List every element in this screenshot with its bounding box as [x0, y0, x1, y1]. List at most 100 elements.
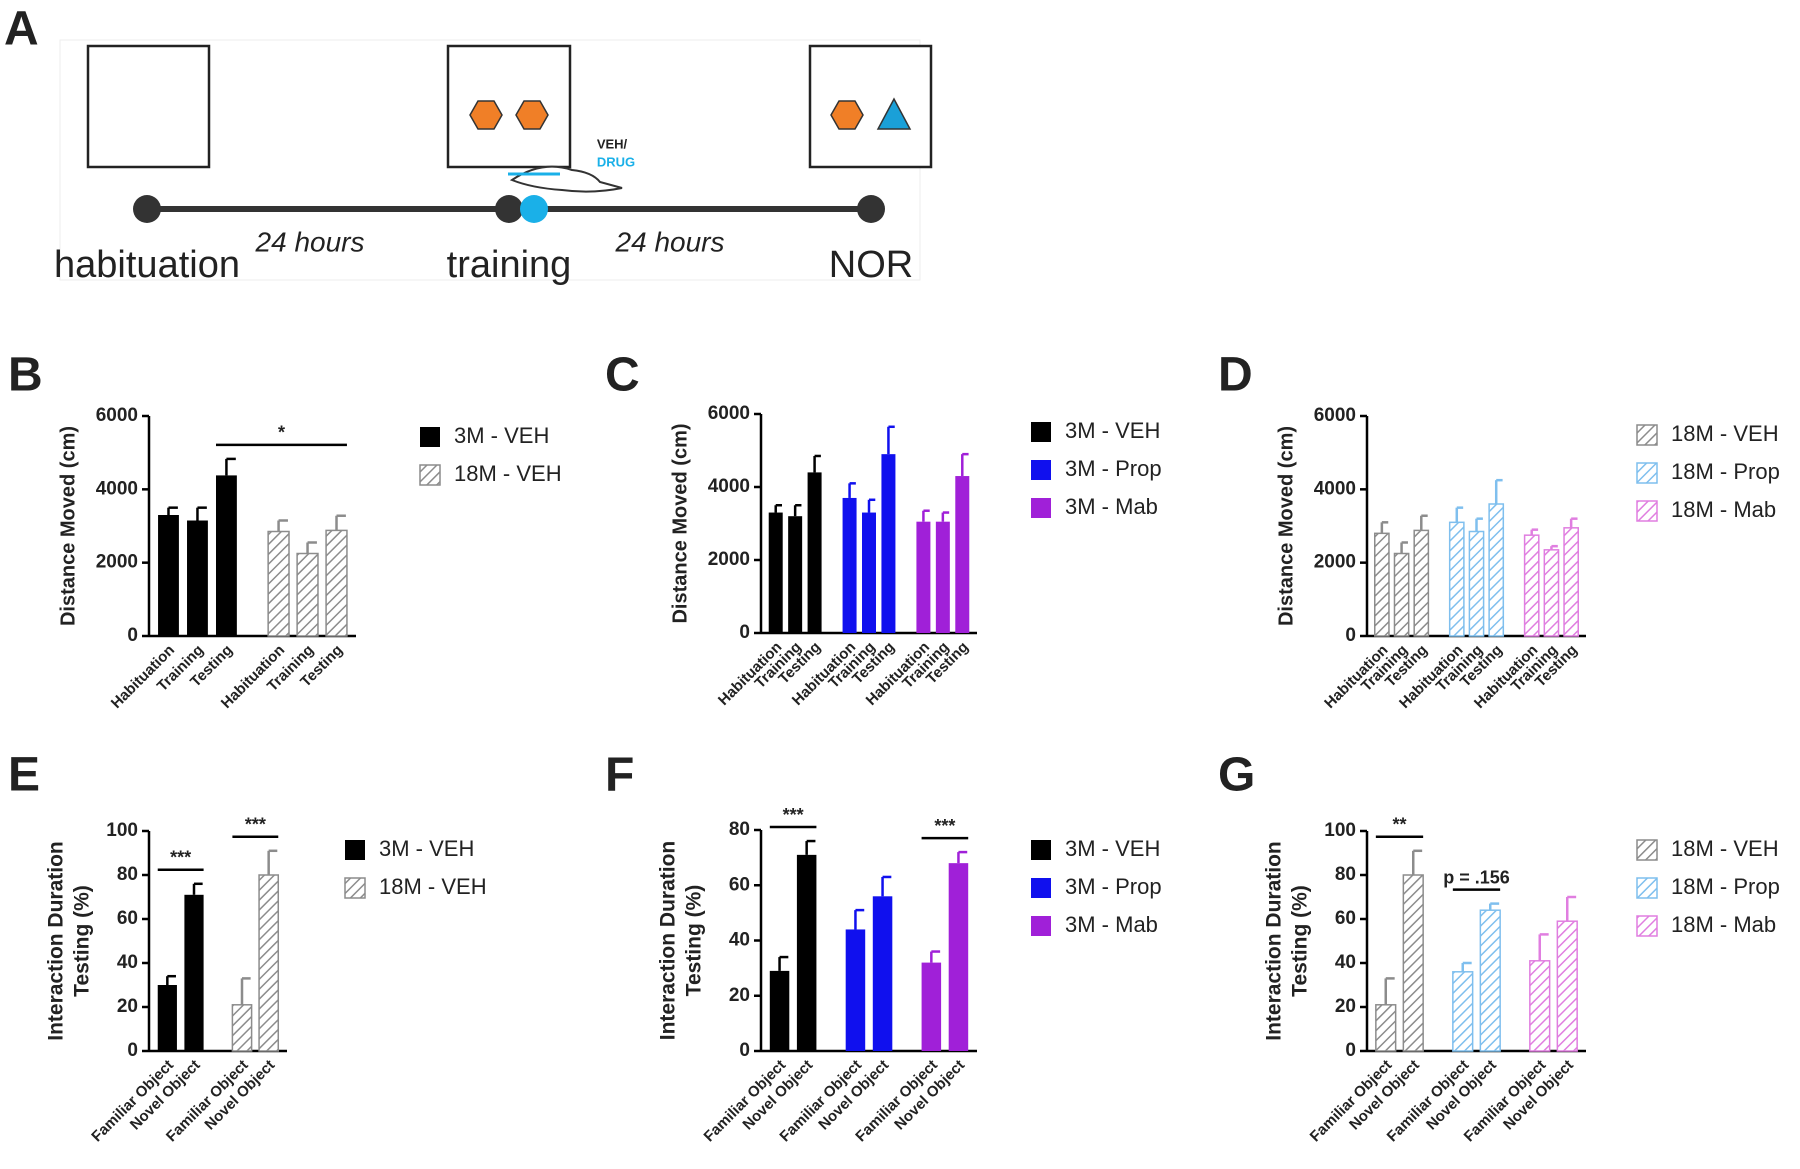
- y-tick-label: 60: [1335, 908, 1356, 929]
- bar: [1543, 549, 1560, 637]
- bar: [796, 854, 817, 1051]
- panel-letter: F: [605, 749, 634, 802]
- arena-box: [808, 44, 933, 169]
- timeline-node: [857, 195, 885, 223]
- panel-letter: B: [8, 349, 43, 402]
- bar: [916, 521, 931, 633]
- y-tick-label: 0: [739, 1040, 750, 1061]
- bar: [807, 472, 822, 633]
- legend-label: 3M - VEH: [1065, 836, 1160, 861]
- significance-label: ***: [783, 805, 804, 825]
- legend-label: 3M - VEH: [1065, 418, 1160, 443]
- y-tick-label: 2000: [708, 549, 750, 570]
- bar: [1393, 552, 1410, 637]
- bar: [921, 962, 942, 1051]
- legend-swatch: [1031, 460, 1051, 480]
- bar: [258, 874, 280, 1052]
- bar: [842, 497, 857, 633]
- bar: [1452, 971, 1474, 1052]
- y-tick-label: 40: [729, 930, 750, 951]
- panel-letter: G: [1218, 749, 1255, 802]
- y-tick-label: 4000: [1314, 478, 1356, 499]
- y-tick-label: 80: [117, 864, 138, 885]
- bar: [788, 516, 803, 633]
- panel-letter: E: [8, 749, 40, 802]
- y-tick-label: 20: [117, 996, 138, 1017]
- timeline-node: [495, 195, 523, 223]
- treatment-label: DRUG: [597, 154, 635, 169]
- bar: [184, 894, 204, 1051]
- bar: [157, 985, 177, 1051]
- bar: [955, 476, 970, 633]
- bar: [231, 1004, 253, 1052]
- chart-panel: E 0 20 40 60 80 100 Interaction Duration Testing…: [8, 749, 487, 1146]
- bar: [215, 475, 237, 636]
- legend-label: 18M - VEH: [1671, 836, 1779, 861]
- panel-letter: C: [605, 349, 640, 402]
- legend-swatch: [1031, 840, 1051, 860]
- legend-swatch: [1031, 916, 1051, 936]
- y-tick-label: 6000: [96, 405, 138, 426]
- y-tick-label: 4000: [708, 476, 750, 497]
- y-tick-label: 0: [739, 622, 750, 643]
- legend-swatch: [419, 464, 441, 486]
- panel-letter: A: [4, 3, 39, 56]
- timeline-node: [133, 195, 161, 223]
- y-tick-label: 0: [127, 1040, 138, 1061]
- y-tick-label: 100: [1324, 820, 1356, 841]
- bar: [325, 529, 348, 637]
- y-tick-label: 40: [117, 952, 138, 973]
- bar: [948, 863, 969, 1051]
- significance-label: *: [278, 423, 285, 443]
- timeline-diagram: A VEH/ DRUG habituation training NOR 24 …: [4, 3, 933, 286]
- legend-label: 3M - Prop: [1065, 456, 1162, 481]
- y-tick-label: 80: [1335, 864, 1356, 885]
- bar: [1468, 530, 1485, 637]
- y-tick-label: 6000: [708, 403, 750, 424]
- object-hexagon: [830, 100, 864, 130]
- legend-label: 18M - VEH: [454, 461, 562, 486]
- bar: [845, 929, 866, 1051]
- legend-label: 18M - Prop: [1671, 874, 1780, 899]
- y-tick-label: 20: [1335, 996, 1356, 1017]
- legend-label: 18M - Mab: [1671, 497, 1776, 522]
- object-hexagon: [469, 100, 503, 130]
- legend-swatch: [1636, 915, 1658, 937]
- y-tick-label: 20: [729, 985, 750, 1006]
- y-tick-label: 6000: [1314, 405, 1356, 426]
- arena-box: [86, 44, 211, 169]
- legend-swatch: [1031, 422, 1051, 442]
- bar: [1375, 1004, 1397, 1052]
- chart-panel: F 0 20 40 60 80 Interaction Duration Testing (%…: [605, 749, 1162, 1146]
- legend-label: 18M - Prop: [1671, 459, 1780, 484]
- object-hexagon: [515, 100, 549, 130]
- bar: [1402, 874, 1424, 1052]
- legend-swatch: [345, 840, 365, 860]
- legend-swatch: [1636, 462, 1658, 484]
- y-axis-label: Interaction Duration: [657, 841, 680, 1041]
- legend-swatch: [1636, 500, 1658, 522]
- y-tick-label: 40: [1335, 952, 1356, 973]
- bar: [769, 970, 790, 1051]
- arena-box: [446, 44, 572, 169]
- y-axis-label: Testing (%): [683, 885, 706, 997]
- y-axis-label: Distance Moved (cm): [1275, 426, 1297, 626]
- legend-label: 18M - VEH: [379, 874, 487, 899]
- y-tick-label: 0: [127, 625, 138, 646]
- bar: [1413, 529, 1430, 637]
- y-tick-label: 4000: [96, 478, 138, 499]
- legend-label: 3M - VEH: [379, 836, 474, 861]
- bar: [1563, 527, 1579, 637]
- bar: [267, 530, 290, 637]
- bar: [881, 454, 896, 633]
- y-axis-label: Interaction Duration: [45, 841, 68, 1041]
- y-axis-label: Testing (%): [1289, 885, 1312, 997]
- significance-label: ***: [934, 816, 955, 836]
- y-tick-label: 2000: [1314, 552, 1356, 573]
- significance-label: ***: [245, 815, 266, 835]
- significance-label: **: [1392, 815, 1406, 835]
- object-triangle: [876, 97, 912, 130]
